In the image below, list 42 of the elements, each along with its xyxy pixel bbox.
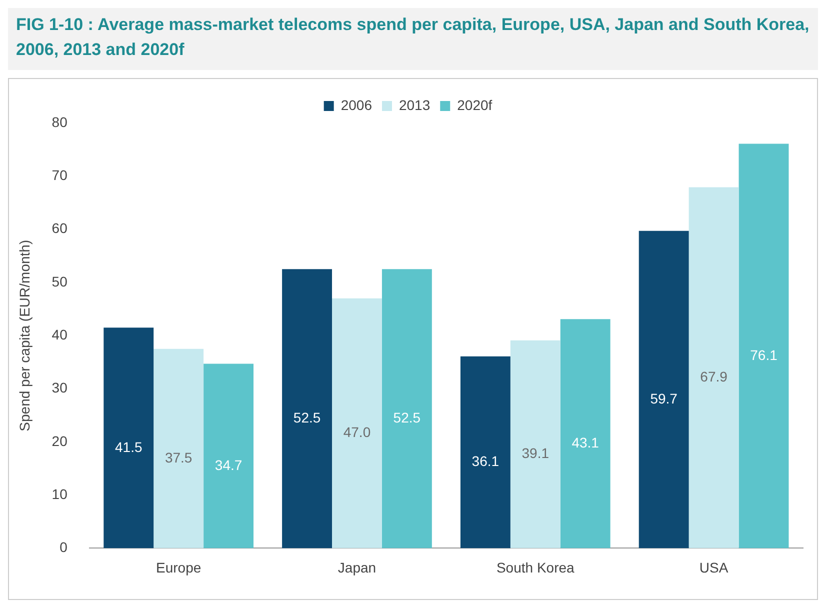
x-tick-label: Japan	[338, 559, 376, 576]
bar	[104, 328, 154, 548]
data-label: 34.7	[214, 456, 242, 473]
y-tick-label: 80	[52, 114, 68, 130]
bar	[382, 269, 432, 548]
data-label: 39.1	[522, 445, 550, 462]
bar	[204, 364, 254, 548]
bar	[154, 348, 204, 548]
data-label: 43.1	[572, 434, 600, 451]
bar	[738, 144, 789, 548]
data-label: 52.5	[293, 410, 321, 426]
y-tick-label: 0	[60, 539, 68, 556]
data-label: 76.1	[750, 346, 778, 363]
bar	[638, 230, 689, 548]
legend-label: 2020f	[457, 96, 492, 113]
y-tick-label: 30	[52, 380, 68, 396]
bar	[510, 340, 560, 548]
chart-title: FIG 1-10 : Average mass-market telecoms spend per capita, Europe, USA, Japan and South Korea, 2006, 2013 and 2020f	[8, 8, 818, 70]
y-tick-label: 60	[52, 220, 68, 236]
x-tick-label: Europe	[156, 559, 202, 576]
x-tick-label: USA	[699, 559, 729, 576]
y-axis-title: Spend per capita (EUR/month)	[16, 240, 32, 432]
bar	[688, 187, 739, 548]
data-label: 67.9	[700, 368, 728, 385]
data-label: 37.5	[164, 449, 192, 466]
bar	[560, 319, 610, 548]
legend-label: 2006	[340, 96, 372, 113]
y-tick-label: 40	[52, 326, 68, 342]
bar	[460, 356, 510, 548]
data-label: 52.5	[393, 410, 421, 426]
data-label: 47.0	[343, 424, 371, 440]
data-label: 59.7	[650, 390, 678, 406]
data-label: 36.1	[472, 453, 500, 470]
data-label: 41.5	[114, 438, 142, 455]
y-tick-label: 50	[52, 273, 68, 290]
y-tick-label: 10	[52, 486, 68, 502]
x-tick-label: South Korea	[496, 559, 575, 576]
y-tick-label: 70	[52, 167, 68, 184]
legend-label: 2013	[398, 96, 430, 113]
bar	[282, 269, 332, 548]
bar	[332, 298, 382, 548]
y-tick-label: 20	[52, 432, 68, 449]
